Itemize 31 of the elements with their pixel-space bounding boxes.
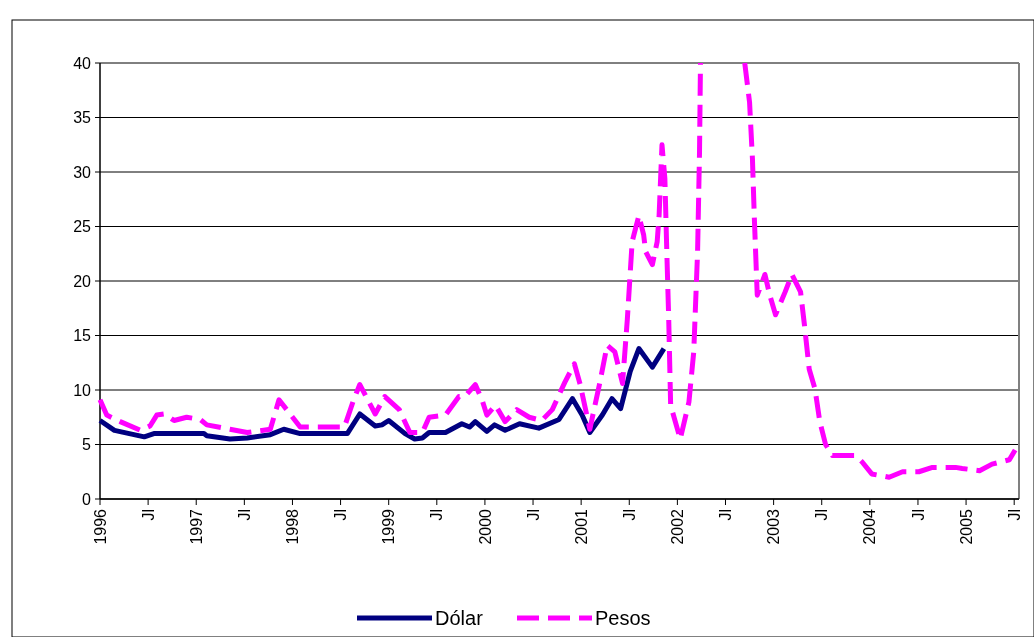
x-tick-label: Jl — [620, 509, 638, 521]
y-tick-label: 40 — [73, 54, 92, 72]
x-tick-label: 1998 — [284, 508, 302, 545]
x-tick-label: 1999 — [380, 508, 398, 545]
y-tick-label: 0 — [82, 490, 92, 508]
x-tick-label: Jl — [428, 509, 446, 521]
x-tick-label: 2005 — [957, 508, 975, 545]
x-tick-label: Jl — [524, 509, 542, 521]
x-tick-label: 2001 — [572, 508, 590, 545]
y-tick-label: 5 — [82, 436, 92, 454]
x-tick-label: Jl — [1005, 509, 1023, 521]
y-tick-label: 35 — [73, 109, 92, 127]
x-tick-label: Jl — [332, 509, 350, 521]
x-tick-label: 2000 — [476, 508, 494, 545]
legend-label: Dólar — [435, 607, 484, 629]
y-tick-label: 25 — [73, 218, 92, 236]
legend-label: Pesos — [595, 607, 651, 629]
x-tick-label: Jl — [139, 509, 157, 521]
x-tick-label: 1996 — [91, 508, 109, 545]
x-tick-label: Jl — [909, 509, 927, 521]
y-tick-label: 20 — [73, 272, 92, 290]
x-tick-label: Jl — [235, 509, 253, 521]
x-tick-label: Jl — [717, 509, 735, 521]
x-tick-label: 2002 — [668, 508, 686, 545]
x-tick-label: Jl — [813, 509, 831, 521]
y-tick-label: 15 — [73, 327, 92, 345]
x-tick-label: 2004 — [861, 508, 879, 545]
x-tick-label: 2003 — [765, 508, 783, 545]
x-tick-label: 1997 — [187, 508, 205, 545]
y-tick-label: 30 — [73, 163, 92, 181]
y-tick-label: 10 — [73, 381, 92, 399]
